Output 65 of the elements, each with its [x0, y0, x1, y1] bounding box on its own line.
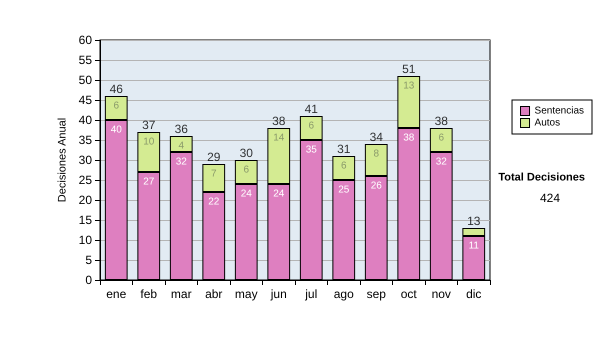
data-label: 24	[273, 188, 285, 200]
total-label: 30	[240, 146, 254, 160]
total-label: 34	[370, 130, 384, 144]
x-tick-label: feb	[140, 287, 158, 301]
data-label: 35	[306, 144, 318, 156]
y-tick-label: 0	[85, 273, 92, 287]
x-tick-label: nov	[432, 287, 451, 301]
x-tick-label: may	[234, 287, 258, 301]
legend-label: Autos	[534, 118, 560, 128]
x-tick-label: mar	[170, 287, 192, 301]
x-tick-label: oct	[400, 287, 418, 301]
data-label: 32	[176, 156, 188, 168]
x-tick-label: sep	[366, 287, 386, 301]
y-tick-label: 40	[78, 113, 92, 127]
y-tick-label: 30	[78, 153, 92, 167]
total-label: 41	[304, 102, 318, 116]
data-label: 13	[403, 80, 415, 92]
y-tick-label: 50	[78, 73, 92, 87]
data-label: 8	[373, 148, 380, 160]
x-tick-label: ago	[334, 287, 354, 301]
total-label: 29	[207, 150, 221, 164]
total-label: 46	[110, 82, 124, 96]
data-label: 7	[210, 168, 217, 180]
data-label: 26	[370, 180, 382, 192]
data-label: 4	[178, 140, 184, 152]
data-label: 24	[240, 188, 252, 200]
data-label: 38	[403, 132, 415, 144]
x-tick-label: abr	[205, 287, 222, 301]
data-label: 6	[340, 160, 347, 172]
y-tick-label: 5	[85, 253, 92, 267]
data-label: 32	[436, 156, 448, 168]
y-tick-label: 60	[78, 33, 92, 47]
x-tick-label: jul	[304, 287, 318, 301]
y-tick-label: 35	[78, 133, 92, 147]
y-tick-label: 10	[78, 233, 92, 247]
y-axis-title: Decisiones Anual	[56, 118, 68, 202]
data-label: 27	[143, 176, 155, 188]
total-label: 31	[337, 142, 351, 156]
y-tick-label: 25	[78, 173, 92, 187]
text: 424	[540, 191, 560, 205]
x-tick-label: dic	[466, 287, 482, 301]
total-label: 38	[272, 114, 286, 128]
x-tick-label: ene	[106, 287, 127, 301]
data-label: 10	[143, 136, 155, 148]
y-tick-label: 45	[78, 93, 92, 107]
total-label: 13	[467, 214, 481, 228]
data-label: 14	[273, 132, 285, 144]
legend-label: Sentencias	[534, 106, 584, 116]
x-tick-label: jun	[270, 287, 287, 301]
text: Total Decisiones	[498, 172, 586, 184]
data-label: 11	[468, 240, 480, 252]
data-label: 22	[208, 196, 220, 208]
total-label: 51	[402, 62, 416, 76]
data-label: 6	[308, 120, 314, 132]
data-label: 6	[438, 132, 444, 144]
total-label: 36	[174, 122, 188, 136]
y-tick-label: 55	[78, 53, 92, 67]
data-label: 6	[243, 164, 250, 176]
data-label: 25	[338, 184, 350, 196]
data-label: 6	[113, 100, 120, 112]
y-tick-label: 20	[78, 193, 92, 207]
y-tick-label: 15	[78, 213, 92, 227]
total-label: 38	[434, 114, 448, 128]
data-label: 40	[110, 124, 122, 136]
total-label: 37	[142, 118, 156, 132]
